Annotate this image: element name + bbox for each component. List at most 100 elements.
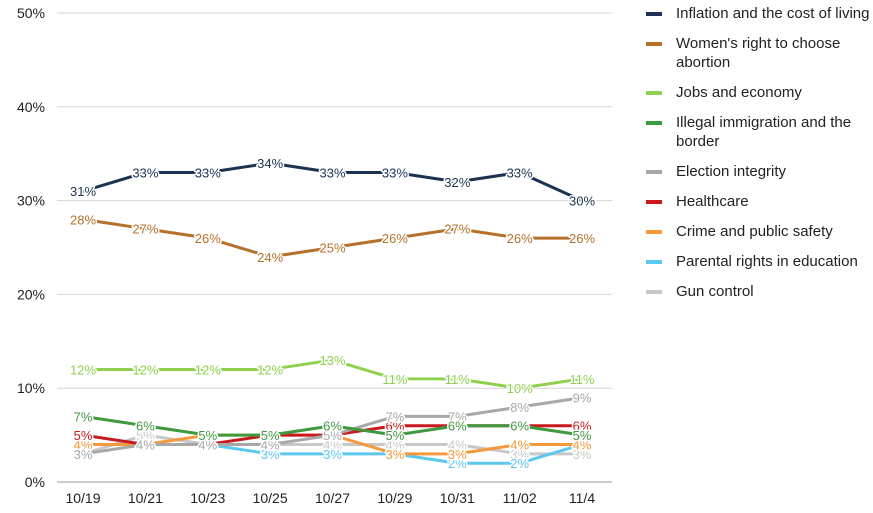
legend-item: Healthcare (646, 192, 871, 211)
data-label: 2% (510, 456, 529, 471)
data-label: 3% (448, 447, 467, 462)
data-label: 5% (323, 428, 342, 443)
legend-swatch (646, 12, 662, 16)
data-label: 5% (261, 428, 280, 443)
legend-label: Parental rights in education (676, 253, 858, 270)
data-label: 2% (448, 456, 467, 471)
legend-swatch (646, 200, 662, 204)
data-label: 33% (195, 165, 221, 180)
data-label: 4% (573, 437, 592, 452)
data-label: 4% (74, 437, 93, 452)
legend-item: Gun control (646, 282, 871, 301)
data-label: 26% (382, 231, 408, 246)
x-tick-label: 10/31 (440, 490, 475, 506)
data-label: 5% (261, 428, 280, 443)
legend-item: Parental rights in education (646, 252, 871, 271)
legend-label: Illegal immigration and the border (676, 114, 852, 150)
data-label: 26% (195, 231, 221, 246)
data-label: 4% (74, 437, 93, 452)
legend-swatch (646, 170, 662, 174)
legend-label: Election integrity (676, 163, 787, 180)
legend-swatch (646, 230, 662, 234)
data-label: 3% (573, 447, 592, 462)
legend-item: Crime and public safety (646, 222, 871, 241)
y-tick-label: 30% (17, 193, 45, 209)
legend-item: Inflation and the cost of living (646, 4, 871, 23)
line-chart: 0% 10% 20% 30% 40% 50% 10/19 10/21 10/23 10/25 10/… (17, 5, 612, 506)
data-label: 30% (569, 194, 595, 209)
data-label: 33% (132, 165, 158, 180)
legend-label: Women's right to choose abortion (676, 35, 841, 71)
data-label: 4% (510, 437, 529, 452)
data-label: 4% (573, 437, 592, 452)
series-line (81, 161, 584, 203)
data-label: 5% (198, 428, 217, 443)
data-label: 4% (385, 437, 404, 452)
data-label: 5% (573, 428, 592, 443)
x-tick-label: 10/21 (128, 490, 163, 506)
legend-swatch (646, 290, 662, 294)
data-label: 7% (74, 409, 93, 424)
data-label: 3% (323, 447, 342, 462)
legend-label: Gun control (676, 283, 754, 300)
data-label: 3% (385, 447, 404, 462)
data-label: 12% (132, 362, 158, 377)
data-label: 6% (573, 419, 592, 434)
x-tick-label: 11/4 (569, 490, 595, 506)
series-line (81, 396, 584, 456)
series-line (81, 217, 584, 259)
legend-item: Jobs and economy (646, 83, 871, 102)
data-label: 3% (261, 447, 280, 462)
data-label: 7% (448, 409, 467, 424)
data-label: 3% (385, 447, 404, 462)
data-label: 4% (198, 437, 217, 452)
data-label: 13% (319, 353, 345, 368)
data-label: 10% (507, 381, 533, 396)
y-tick-label: 0% (25, 474, 45, 490)
series-line (81, 414, 584, 437)
data-label: 4% (198, 437, 217, 452)
legend-item: Women's right to choose abortion (646, 34, 871, 72)
y-tick-label: 20% (17, 286, 45, 302)
data-label: 27% (132, 222, 158, 237)
data-label: 4% (448, 437, 467, 452)
series-line (81, 433, 584, 456)
data-label: 3% (510, 447, 529, 462)
legend-label: Crime and public safety (676, 223, 833, 240)
data-label: 24% (257, 250, 283, 265)
data-label: 3% (74, 447, 93, 462)
legend-label: Healthcare (676, 193, 749, 210)
data-label: 32% (444, 175, 470, 190)
data-label: 6% (385, 419, 404, 434)
data-label: 5% (385, 428, 404, 443)
data-label: 33% (507, 165, 533, 180)
x-tick-label: 11/02 (503, 490, 537, 506)
data-label: 6% (136, 419, 155, 434)
legend-swatch (646, 91, 662, 95)
series-line (81, 358, 584, 390)
data-label: 4% (198, 437, 217, 452)
data-label: 33% (319, 165, 345, 180)
data-label: 3% (74, 447, 93, 462)
data-label: 27% (444, 222, 470, 237)
data-label: 5% (261, 428, 280, 443)
data-label: 6% (448, 419, 467, 434)
data-label: 34% (257, 156, 283, 171)
data-label: 25% (319, 241, 345, 256)
data-label: 4% (136, 437, 155, 452)
data-label: 4% (198, 437, 217, 452)
data-label: 5% (323, 428, 342, 443)
data-label: 12% (257, 362, 283, 377)
legend-label: Inflation and the cost of living (676, 5, 870, 22)
y-tick-label: 50% (17, 5, 45, 21)
data-label: 6% (510, 419, 529, 434)
data-label: 11% (445, 372, 470, 387)
data-label: 7% (385, 409, 404, 424)
data-label: 4% (261, 437, 280, 452)
data-label: 31% (70, 184, 96, 199)
x-tick-label: 10/27 (315, 490, 350, 506)
data-label: 26% (507, 231, 533, 246)
x-tick-label: 10/29 (377, 490, 412, 506)
data-label: 12% (70, 362, 96, 377)
